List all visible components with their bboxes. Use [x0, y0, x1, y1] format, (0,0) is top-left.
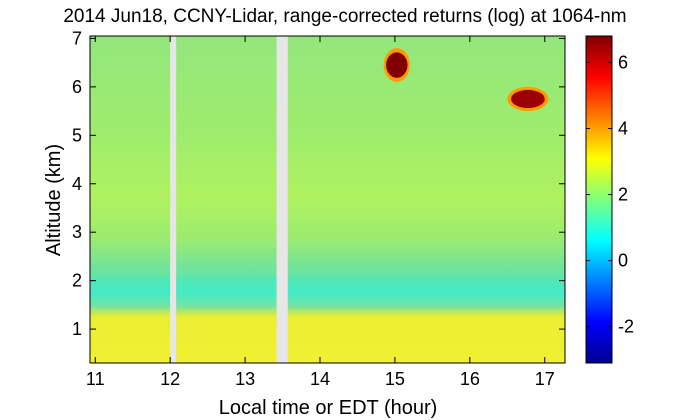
y-tick-label: 5: [72, 125, 82, 145]
y-axis-label: Altitude (km): [43, 144, 65, 256]
heatmap-layers: [90, 38, 565, 363]
colorbar-tick-label: -2: [618, 317, 634, 337]
x-tick-label: 14: [310, 369, 330, 389]
colorbar-tick-label: 4: [618, 118, 628, 138]
heatmap-layer: [90, 38, 565, 276]
y-tick-label: 3: [72, 222, 82, 242]
x-tick-label: 13: [235, 369, 255, 389]
colorbar-tick-label: 0: [618, 251, 628, 271]
colorbar-tick-label: 2: [618, 185, 628, 205]
x-tick-label: 17: [535, 369, 555, 389]
x-tick-label: 15: [385, 369, 405, 389]
heatmap-background: [90, 36, 565, 363]
x-tick-label: 11: [86, 369, 105, 389]
y-tick-label: 4: [72, 174, 82, 194]
y-tick-label: 2: [72, 271, 82, 291]
data-gaps: [170, 36, 288, 363]
colorbar-gradient: [585, 35, 613, 364]
y-tick-label: 1: [72, 319, 82, 339]
y-tick-label: 7: [72, 28, 82, 48]
plot-area: [89, 35, 566, 364]
cloud-feature: [386, 52, 408, 78]
y-tick-label: 6: [72, 77, 82, 97]
colorbar: -2 0 2 4 6: [585, 35, 634, 364]
plot-frame: [89, 35, 566, 364]
colorbar-tick-label: 6: [618, 52, 628, 72]
heatmap-layer: [90, 307, 565, 363]
heatmap-layer: [90, 275, 565, 305]
x-axis-ticks: 11 12 13 14 15 16 17: [86, 36, 555, 389]
x-tick-label: 16: [460, 369, 480, 389]
y-axis-ticks: 1 2 3 4 5 6 7: [72, 28, 565, 339]
data-gap: [170, 36, 177, 363]
data-gap: [276, 36, 288, 363]
cloud-feature: [511, 89, 545, 109]
heatmap-features: [383, 48, 549, 112]
colorbar-ticks: -2 0 2 4 6: [586, 52, 634, 337]
x-tick-label: 12: [160, 369, 180, 389]
chart-title: 2014 Jun18, CCNY-Lidar, range-corrected …: [63, 6, 626, 27]
x-axis-label: Local time or EDT (hour): [219, 397, 438, 419]
